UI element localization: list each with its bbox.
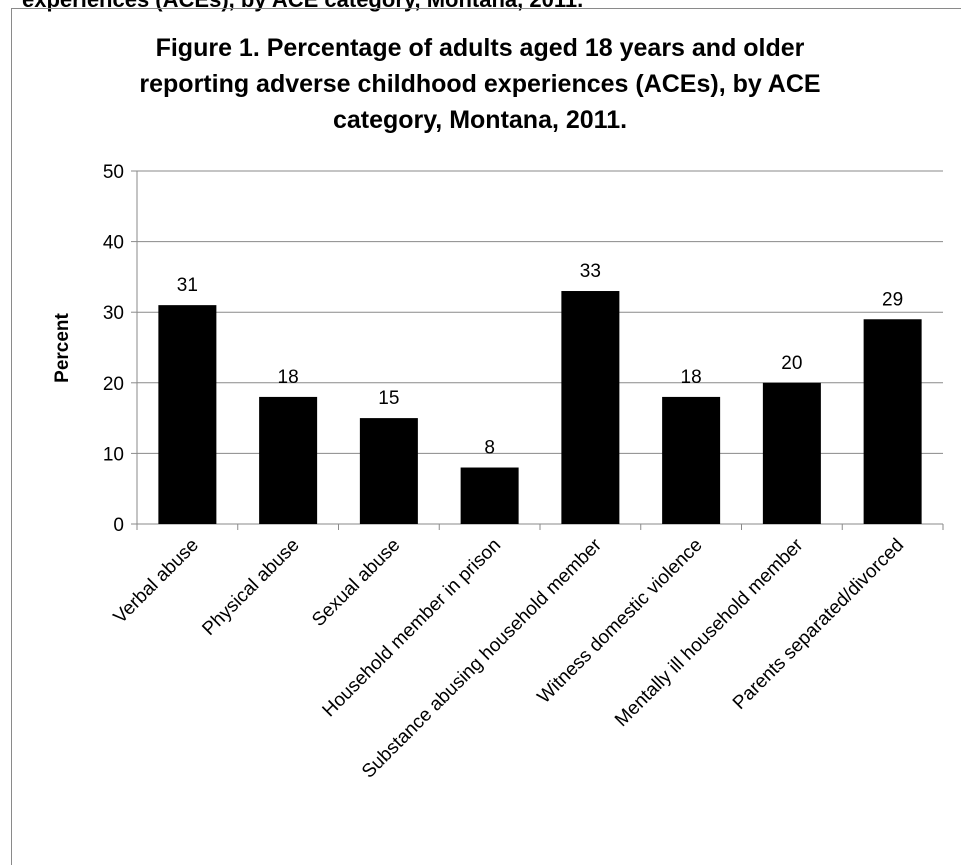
y-tick-label: 50 bbox=[103, 162, 124, 183]
category-label: Mentally ill household member bbox=[611, 534, 808, 731]
category-label: Household member in prison bbox=[319, 535, 506, 722]
data-label: 8 bbox=[484, 438, 495, 459]
data-label: 15 bbox=[378, 388, 399, 409]
data-label: 33 bbox=[580, 261, 601, 282]
y-tick-label: 10 bbox=[103, 444, 124, 465]
bar bbox=[158, 305, 217, 524]
chart-frame bbox=[11, 8, 961, 865]
y-tick-label: 40 bbox=[103, 233, 124, 254]
y-tick-label: 30 bbox=[103, 303, 124, 324]
bar bbox=[259, 396, 318, 524]
category-label: Physical abuse bbox=[198, 535, 303, 640]
page-header-text: experiences (ACEs), by ACE category, Mon… bbox=[22, 0, 583, 13]
data-label: 18 bbox=[278, 367, 299, 388]
data-label: 18 bbox=[681, 367, 702, 388]
chart-title: Figure 1. Percentage of adults aged 18 y… bbox=[80, 30, 880, 138]
data-label: 29 bbox=[882, 289, 903, 310]
page-header-fragment: experiences (ACEs), by ACE category, Mon… bbox=[0, 0, 961, 13]
data-label: 20 bbox=[781, 353, 802, 374]
bar bbox=[662, 396, 721, 524]
bar bbox=[561, 291, 620, 524]
bar bbox=[762, 382, 821, 524]
bar bbox=[863, 319, 922, 524]
category-label: Parents separated/divorced bbox=[729, 535, 908, 714]
category-label: Witness domestic violence bbox=[534, 535, 707, 708]
bar bbox=[460, 467, 519, 524]
chart-title-line-3: category, Montana, 2011. bbox=[332, 106, 628, 134]
chart-title-line-1: Figure 1. Percentage of adults aged 18 y… bbox=[155, 34, 805, 62]
data-label: 31 bbox=[177, 275, 198, 296]
y-axis-label: Percent bbox=[52, 312, 73, 382]
category-label: Sexual abuse bbox=[308, 535, 404, 631]
chart-title-line-2: reporting adverse childhood experiences … bbox=[139, 70, 821, 98]
category-label: Verbal abuse bbox=[110, 535, 203, 628]
bar bbox=[359, 418, 418, 524]
y-tick-label: 20 bbox=[103, 374, 124, 395]
y-tick-label: 0 bbox=[113, 515, 124, 536]
